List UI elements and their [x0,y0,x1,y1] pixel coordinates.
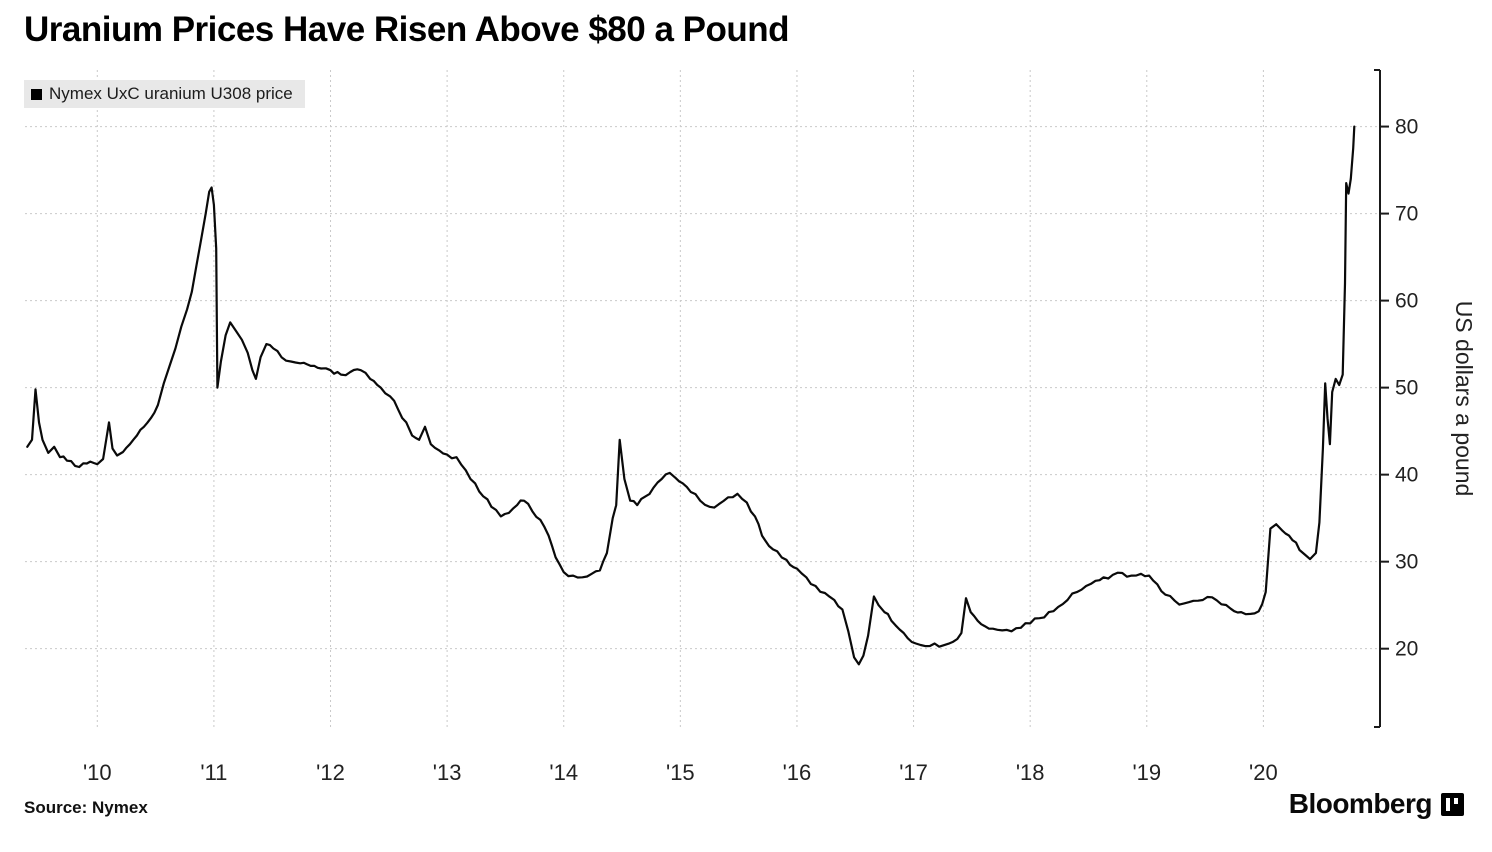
page-title: Uranium Prices Have Risen Above $80 a Po… [24,10,790,49]
y-tick-label: 50 [1395,377,1418,400]
y-axis-title: US dollars a pound [1451,301,1477,497]
x-tick-label: '13 [433,760,462,785]
legend-series-marker [31,88,42,100]
x-tick-label: '11 [200,760,227,785]
legend-series-label: Nymex UxC uranium U308 price [49,84,293,103]
source-note: Source: Nymex [24,798,148,817]
y-tick-label: 20 [1395,638,1418,661]
x-tick-label: '16 [783,760,812,785]
y-tick-label: 80 [1395,116,1418,139]
x-tick-label: '19 [1132,760,1161,785]
bloomberg-brand: Bloomberg [1289,788,1464,820]
x-tick-label: '14 [549,760,578,785]
y-tick-label: 70 [1395,203,1418,226]
x-tick-label: '10 [83,760,112,785]
y-tick-label: 60 [1395,290,1418,313]
chart-legend: Nymex UxC uranium U308 price [24,80,305,108]
x-tick-label: '17 [899,760,928,785]
y-tick-label: 30 [1395,551,1418,574]
x-tick-label: '15 [666,760,695,785]
x-tick-label: '12 [316,760,345,785]
x-tick-label: '20 [1249,760,1278,785]
price-line [26,125,1356,666]
y-tick-label: 40 [1395,464,1418,487]
bloomberg-logo-icon [1441,792,1464,816]
bloomberg-wordmark: Bloomberg [1288,788,1433,819]
x-tick-label: '18 [1016,760,1045,785]
